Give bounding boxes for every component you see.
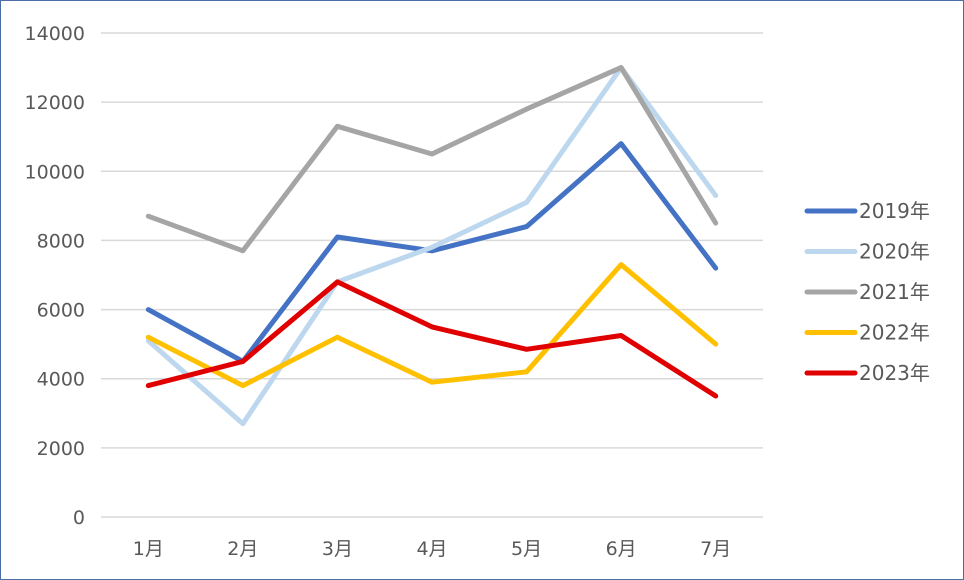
y-tick-label: 4000 (37, 369, 85, 391)
legend-entry: 2019年 (804, 199, 930, 223)
y-tick-label: 2000 (37, 438, 85, 460)
legend-entry: 2023年 (804, 361, 930, 385)
legend-label: 2022年 (859, 321, 930, 345)
y-axis-ticks: 0 2000 4000 6000 8000 10000 12000 14000 (25, 23, 85, 529)
x-tick-label: 6月 (606, 538, 637, 560)
y-tick-label: 8000 (37, 230, 85, 252)
legend-label: 2023年 (859, 361, 930, 385)
x-tick-label: 5月 (511, 538, 542, 560)
gridlines (101, 32, 763, 518)
series-lines (145, 65, 719, 427)
x-axis-ticks: 1月 2月 3月 4月 5月 6月 7月 (133, 538, 732, 560)
series-line-2021年 (145, 65, 719, 254)
legend-label: 2019年 (859, 199, 930, 223)
y-tick-label: 12000 (25, 92, 85, 114)
x-tick-label: 2月 (227, 538, 258, 560)
x-tick-label: 7月 (700, 538, 731, 560)
legend-label: 2021年 (859, 280, 930, 304)
series-line-2023年 (145, 279, 719, 399)
legend: 2019年 2020年 2021年 2022年 2023年 (804, 199, 930, 385)
legend-label: 2020年 (859, 240, 930, 264)
y-tick-label: 10000 (25, 161, 85, 183)
x-tick-label: 4月 (416, 538, 447, 560)
x-tick-label: 3月 (322, 538, 353, 560)
y-tick-label: 6000 (37, 300, 85, 322)
y-tick-label: 14000 (25, 23, 85, 45)
legend-entry: 2022年 (804, 321, 930, 345)
x-tick-label: 1月 (133, 538, 164, 560)
series-line-2022年 (145, 262, 719, 389)
y-tick-label: 0 (73, 507, 85, 529)
legend-entry: 2020年 (804, 240, 930, 264)
legend-entry: 2021年 (804, 280, 930, 304)
